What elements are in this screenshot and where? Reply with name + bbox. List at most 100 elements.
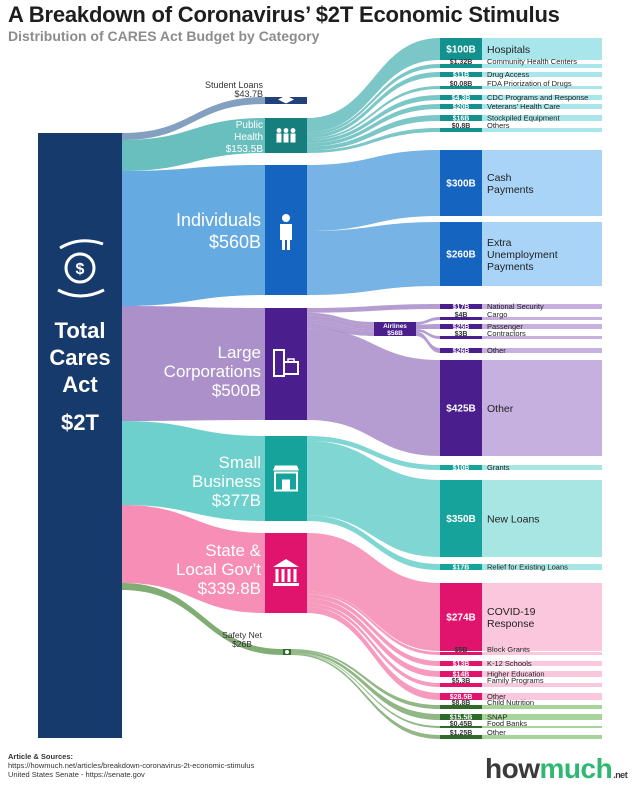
item-value: $3B [455,331,468,338]
source-article-link[interactable]: https://howmuch.net/articles/breakdown-c… [8,761,255,770]
hands-icon [285,650,289,654]
student-label: $43.7B [234,89,263,99]
item-value-box [440,583,482,651]
item-value: $5B [455,647,468,654]
item-cargo: $4B Cargo [440,310,602,320]
item-value: $425B [446,404,475,415]
item-value: $11B [453,72,469,79]
item-value-box [440,671,482,677]
item-national-security: $17B National Security [440,302,602,311]
item-label: Higher Education [487,670,545,679]
item-contractors: $3B Contractors [440,329,602,339]
item-bar [482,304,602,309]
item-child-nutrition: $8.8B Child Nutrition [440,698,602,709]
item-label: Other [487,403,514,415]
item-value-box [440,652,482,655]
flow-root-individuals [122,165,265,306]
item-grants: $10B Grants [440,463,602,472]
item-label: Cash [487,172,512,184]
person-icon [280,214,292,250]
item-value: $0.45B [450,721,473,728]
svg-text:$: $ [76,261,85,278]
item-bar [482,726,602,728]
flow-corporations-item [416,331,440,353]
item-value-box [440,72,482,77]
item-bar [482,652,602,655]
item-bar [482,222,602,286]
item-value: $300B [446,179,475,190]
item-other: $28.5B Other [440,692,602,701]
item-bar [482,705,602,709]
item-label: Community Health Centers [487,57,577,66]
item-bar [482,336,602,339]
item-value: $1.25B [450,730,473,737]
item-bar [482,115,602,121]
small-label: $377B [212,491,261,510]
item-value-box [440,38,482,60]
item-value: $16B [453,116,470,123]
item-value-box [440,336,482,339]
item-label: Response [487,618,534,630]
item-other: $1.25B Other [440,728,602,739]
item-label: COVID-19 [487,606,536,618]
item-label: Other [487,346,506,355]
item-higher-education: $14B Higher Education [440,670,602,679]
page-title: A Breakdown of Coronavirus’ $2T Economic… [8,2,560,27]
item-bar [482,583,602,651]
item-label: Block Grants [487,645,530,654]
building-briefcase-icon [273,349,299,377]
item-value: $350B [446,514,475,525]
item-value-box [440,480,482,557]
item-label: Stockpiled Equipment [487,114,560,123]
item-value: $260B [446,250,475,261]
item-veterans-health-care: $20B Veterans’ Health Care [440,102,602,111]
flow-corporations-item [307,304,440,313]
item-label: Passenger [487,322,523,331]
item-value: $17B [453,565,470,572]
source-senate-link[interactable]: United States Senate - https://senate.go… [8,770,145,779]
health-label: Public [236,120,263,131]
flow-health-item [307,72,440,139]
item-bar [482,150,602,216]
item-other: $425B Other [440,360,602,456]
flow-state-item [307,606,440,700]
item-value: $4.3B [452,95,471,102]
item-label: SNAP [487,713,507,722]
item-label: Payments [487,184,534,196]
item-value: $14B [453,672,470,679]
flow-corporations-item [416,324,440,329]
state-label: Local Gov’t [176,560,261,579]
item-value: $20B [453,104,470,111]
node-corporations [265,308,307,420]
safety-label: Safety Net [222,630,262,640]
item-label: Family Programs [487,676,544,685]
item-label: CDC Programs and Response [487,93,588,102]
item-hospitals: $100B Hospitals [440,38,602,60]
state-label: State & [205,541,261,560]
item-label: Contractors [487,329,526,338]
logo-net: .net [613,770,628,780]
item-value: $8.8B [452,700,471,707]
item-value: $25B [453,324,470,331]
item-bar [482,465,602,470]
node-small [265,436,307,521]
item-label: K-12 Schools [487,659,532,668]
item-k-12-schools: $13B K-12 Schools [440,659,602,668]
item-value-box [440,222,482,286]
root-value: $2T [61,410,99,435]
item-bar [482,693,602,700]
item-value: $10B [453,465,470,472]
family-icon [276,128,296,143]
item-label: Others [487,121,510,130]
flow-individuals-item [307,150,440,231]
flow-health-item [307,115,440,151]
item-value: $13B [453,661,470,668]
item-bar [482,95,602,100]
item-label: Other [487,728,506,737]
item-value-box [440,360,482,456]
flow-corporations-item [307,328,440,456]
item-community-health-centers: $1.32B Community Health Centers [440,57,602,68]
flow-airlines-in [307,320,374,332]
item-value-box [440,726,482,728]
item-value: $0.08B [450,81,473,88]
